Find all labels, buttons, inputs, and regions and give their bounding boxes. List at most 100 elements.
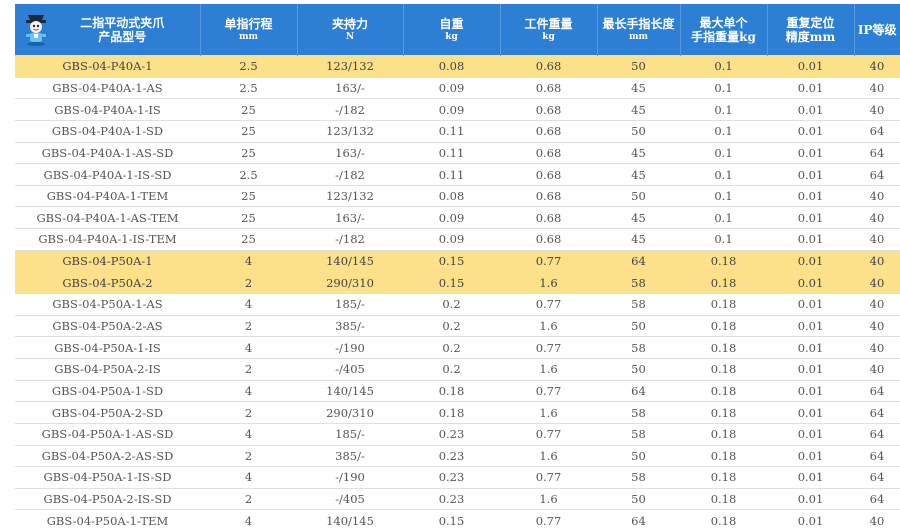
cell-workpiece-weight: 0.77 (500, 466, 597, 489)
cell-model: GBS-04-P40A-1-TEM (15, 184, 200, 207)
cell-repeatability: 0.01 (767, 206, 854, 229)
cell-finger-length: 58 (597, 401, 680, 424)
cell-model: GBS-04-P50A-2-AS (15, 314, 200, 337)
table-row: GBS-04-P50A-2-IS 2 -/405 0.2 1.6 50 0.18 0.01 40 (15, 357, 900, 381)
header-stroke-unit: mm (238, 31, 259, 42)
cell-weight: 0.09 (403, 228, 500, 251)
cell-weight: 0.2 (403, 314, 500, 337)
cell-ip-rating: 40 (854, 228, 900, 251)
cell-ip-rating: 40 (854, 184, 900, 207)
cell-ip-rating: 64 (854, 163, 900, 186)
cell-ip-rating: 64 (854, 466, 900, 489)
table-row: GBS-04-P50A-1-AS-SD 4 185/- 0.23 0.77 58 0.18 0… (15, 422, 900, 446)
cell-weight: 0.2 (403, 293, 500, 316)
table-row: GBS-04-P50A-1-TEM 4 140/145 0.15 0.77 64 0.18 0… (15, 509, 900, 532)
cell-stroke: 2 (200, 487, 297, 510)
gripper-spec-table: 二指平动式夹爪 产品型号 单指行程 mm 夹持力 N 自重 kg 工件重量 kg 最长手… (15, 4, 900, 532)
cell-workpiece-weight: 0.77 (500, 509, 597, 532)
table-row: GBS-04-P50A-2-SD 2 290/310 0.18 1.6 58 0.18 0.0… (15, 401, 900, 424)
cell-stroke: 2.5 (200, 55, 297, 78)
cell-finger-length: 58 (597, 293, 680, 316)
cell-finger-weight: 0.1 (680, 206, 767, 229)
cell-repeatability: 0.01 (767, 401, 854, 424)
cell-grip-force: 140/145 (297, 379, 403, 402)
cell-weight: 0.09 (403, 206, 500, 229)
header-finger-length-unit: mm (628, 31, 649, 42)
header-model-sub: 产品型号 (98, 29, 147, 44)
cell-ip-rating: 40 (854, 336, 900, 359)
cell-weight: 0.15 (403, 249, 500, 272)
table-row: GBS-04-P40A-1-AS-TEM 25 163/- 0.09 0.68 45 0.1… (15, 206, 900, 229)
cell-weight: 0.23 (403, 487, 500, 510)
cell-finger-weight: 0.1 (680, 119, 767, 143)
cell-repeatability: 0.01 (767, 509, 854, 532)
cell-weight: 0.11 (403, 119, 500, 143)
cell-grip-force: 163/- (297, 206, 403, 229)
cell-model: GBS-04-P50A-1-TEM (15, 509, 200, 532)
cell-weight: 0.18 (403, 401, 500, 424)
table-row: GBS-04-P50A-2 2 290/310 0.15 1.6 58 0.18 0.01 40 (15, 271, 900, 294)
cell-weight: 0.18 (403, 379, 500, 402)
cell-workpiece-weight: 0.77 (500, 336, 597, 359)
cell-model: GBS-04-P50A-2-SD (15, 401, 200, 424)
cell-finger-weight: 0.18 (680, 379, 767, 402)
header-stroke: 单指行程 mm (199, 4, 297, 56)
cell-stroke: 25 (200, 184, 297, 207)
cell-ip-rating: 40 (854, 314, 900, 337)
cell-finger-weight: 0.18 (680, 314, 767, 337)
cell-grip-force: 385/- (297, 314, 403, 337)
cell-grip-force: -/182 (297, 228, 403, 251)
cell-finger-length: 50 (597, 487, 680, 510)
cell-finger-length: 58 (597, 336, 680, 359)
cell-workpiece-weight: 0.68 (500, 141, 597, 164)
cell-grip-force: 123/132 (297, 119, 403, 143)
cell-repeatability: 0.01 (767, 228, 854, 251)
cell-workpiece-weight: 0.68 (500, 119, 597, 143)
cell-finger-weight: 0.1 (680, 141, 767, 164)
cell-stroke: 4 (200, 249, 297, 272)
header-grip-force-unit: N (345, 31, 355, 42)
header-grip-force: 夹持力 N (296, 4, 403, 56)
cell-model: GBS-04-P40A-1 (15, 55, 200, 78)
cell-grip-force: 123/132 (297, 184, 403, 207)
cell-stroke: 4 (200, 509, 297, 532)
cell-stroke: 2 (200, 401, 297, 424)
cell-ip-rating: 40 (854, 249, 900, 272)
cell-ip-rating: 64 (854, 444, 900, 467)
cell-finger-weight: 0.18 (680, 422, 767, 446)
table-row: GBS-04-P50A-1 4 140/145 0.15 0.77 64 0.18 0.01 4… (15, 249, 900, 272)
table-row: GBS-04-P50A-2-IS-SD 2 -/405 0.23 1.6 50 0.18 0.… (15, 487, 900, 510)
header-model: 二指平动式夹爪 产品型号 (15, 4, 200, 56)
cell-finger-length: 45 (597, 76, 680, 99)
cell-stroke: 4 (200, 336, 297, 359)
table-row: GBS-04-P40A-1-AS-SD 25 163/- 0.11 0.68 45 0.1 0… (15, 141, 900, 164)
cell-finger-weight: 0.18 (680, 336, 767, 359)
cell-grip-force: 140/145 (297, 509, 403, 532)
cell-ip-rating: 40 (854, 509, 900, 532)
cell-finger-length: 64 (597, 249, 680, 272)
header-repeatability-sub: 精度mm (785, 29, 836, 44)
cell-grip-force: 123/132 (297, 55, 403, 78)
cell-finger-length: 50 (597, 314, 680, 337)
table-row: GBS-04-P50A-1-IS-SD 4 -/190 0.23 0.77 58 0.18 0… (15, 466, 900, 489)
table-body: GBS-04-P40A-1 2.5 123/132 0.08 0.68 50 0.1 0.01… (15, 55, 900, 532)
cell-workpiece-weight: 0.68 (500, 98, 597, 121)
cell-model: GBS-04-P40A-1-AS-TEM (15, 206, 200, 229)
cell-model: GBS-04-P50A-1-AS (15, 293, 200, 316)
cell-repeatability: 0.01 (767, 249, 854, 272)
cell-stroke: 25 (200, 141, 297, 164)
header-stroke-label: 单指行程 (224, 16, 273, 31)
header-repeatability: 重复定位 精度mm (766, 4, 854, 56)
cell-repeatability: 0.01 (767, 271, 854, 294)
table-row: GBS-04-P40A-1-SD 25 123/132 0.11 0.68 50 0.1 0.… (15, 119, 900, 143)
cell-stroke: 4 (200, 379, 297, 402)
cell-weight: 0.2 (403, 336, 500, 359)
cell-finger-weight: 0.18 (680, 487, 767, 510)
cell-stroke: 2.5 (200, 163, 297, 186)
cell-ip-rating: 64 (854, 119, 900, 143)
cell-workpiece-weight: 0.77 (500, 379, 597, 402)
table-row: GBS-04-P50A-1-IS 4 -/190 0.2 0.77 58 0.18 0.01 4… (15, 336, 900, 359)
cell-workpiece-weight: 1.6 (500, 357, 597, 381)
cell-stroke: 2 (200, 357, 297, 381)
cell-weight: 0.23 (403, 444, 500, 467)
